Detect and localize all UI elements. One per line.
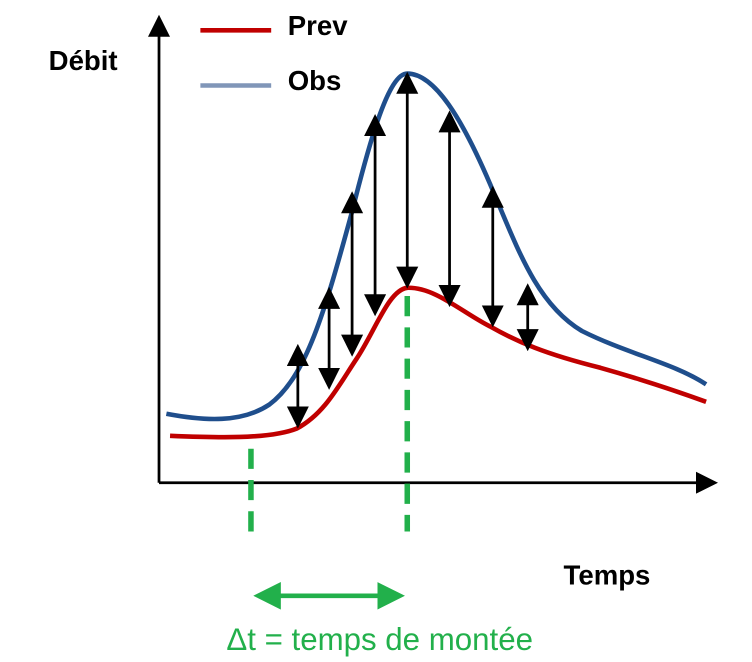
- y-axis-label: Débit: [49, 45, 118, 76]
- legend-label: Obs: [288, 65, 342, 96]
- legend-label: Prev: [288, 10, 348, 41]
- annotation: Δt = temps de montée: [226, 622, 533, 657]
- x-axis-label: Temps: [564, 560, 651, 591]
- difference-arrows: [286, 71, 539, 429]
- obs-curve: [165, 71, 708, 422]
